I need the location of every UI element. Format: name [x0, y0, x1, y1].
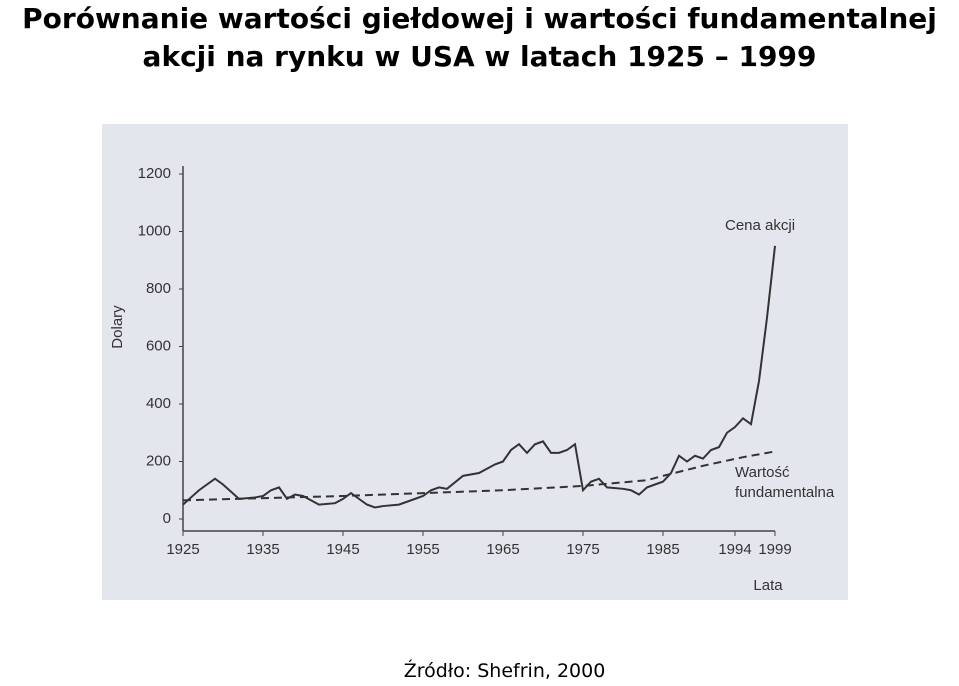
series-label: Wartość fundamentalna: [735, 464, 835, 502]
x-tick-label: 1965: [486, 541, 519, 558]
x-tick-label: 1935: [246, 541, 279, 558]
y-tick-label: 400: [146, 395, 171, 412]
x-tick-label: 1925: [166, 541, 199, 558]
x-tick-label: 1994: [718, 541, 751, 558]
y-tick-label: 1000: [138, 222, 171, 239]
chart-background: [102, 124, 848, 600]
series-line: [182, 450, 776, 502]
y-tick-label: 800: [146, 280, 171, 297]
y-tick-label: 200: [146, 452, 171, 469]
y-tick-label: 1200: [138, 165, 171, 182]
y-axis-label: Dolary: [109, 305, 126, 349]
y-tick-label: 0: [163, 510, 171, 527]
series-label-text: Cena akcji: [725, 216, 796, 234]
x-tick-label: 1999: [758, 541, 791, 558]
x-tick-label: 1945: [326, 541, 359, 558]
x-tick-label: 1975: [566, 541, 599, 558]
x-axis-label: Lata: [753, 577, 783, 594]
source: Źródło: Shefrin, 2000: [403, 660, 606, 682]
slide-title: Porównanie wartości giełdowej i wartości…: [22, 2, 937, 73]
x-tick-label: 1955: [406, 541, 439, 558]
series-label: Cena akcji: [725, 216, 796, 234]
x-tick-label: 1985: [646, 541, 679, 558]
y-tick-label: 600: [146, 337, 171, 354]
series-label-text: Wartość fundamentalna: [735, 464, 835, 502]
